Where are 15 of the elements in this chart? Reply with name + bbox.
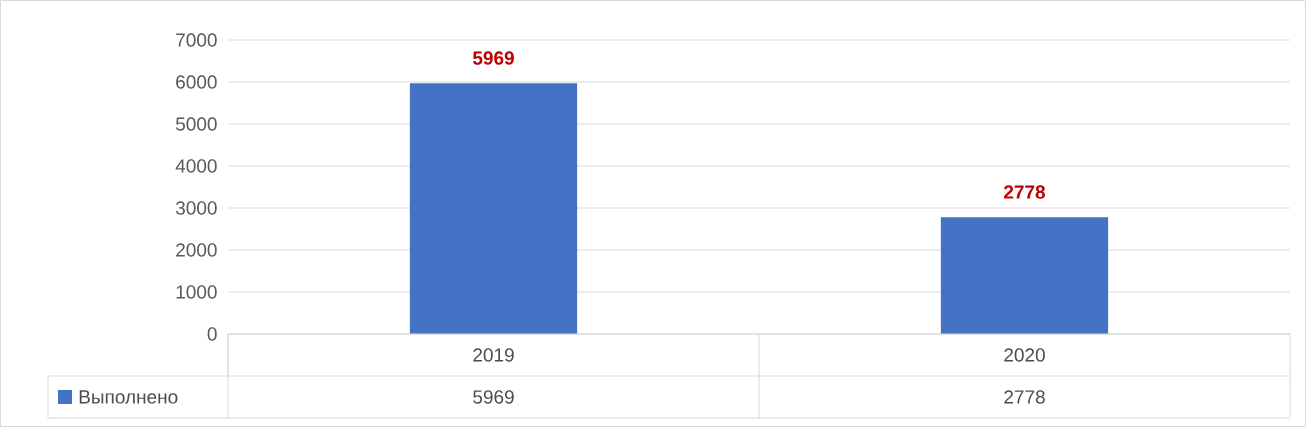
- y-tick-label: 4000: [175, 159, 217, 173]
- text: 5969: [472, 51, 514, 65]
- x-tick-label: 2020: [1004, 348, 1045, 362]
- y-tick-label: 6000: [176, 75, 217, 89]
- legend-label: Выполнено: [79, 390, 178, 404]
- x-tick-label: 2019: [473, 348, 514, 362]
- data-label: 5969: [473, 390, 514, 404]
- y-tick-label: 1000: [176, 285, 217, 299]
- y-tick-label: 3000: [175, 201, 217, 215]
- y-tick-label: 2000: [176, 243, 217, 257]
- y-tick-label: 5000: [175, 117, 217, 131]
- y-tick-label: 7000: [176, 33, 217, 47]
- data-label: 2778: [1004, 390, 1045, 404]
- y-tick-label: 0: [207, 327, 217, 341]
- text: 2778: [1004, 185, 1046, 199]
